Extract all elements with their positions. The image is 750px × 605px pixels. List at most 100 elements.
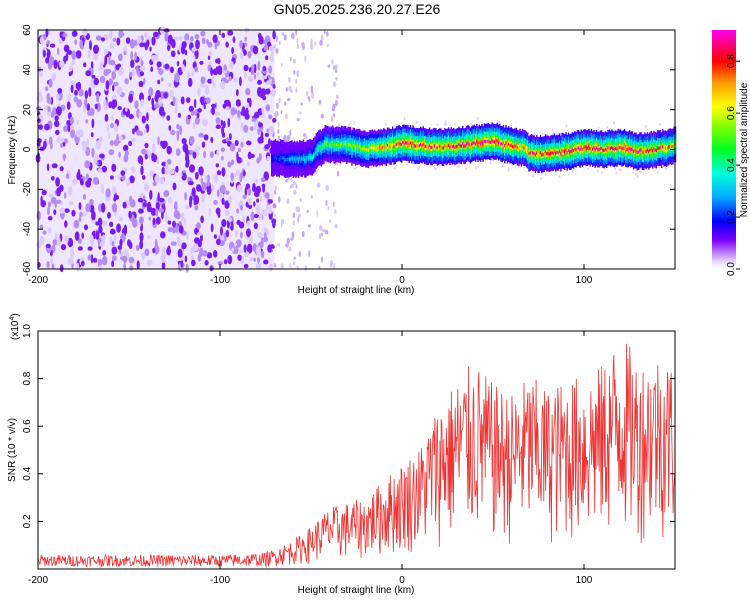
- noise-blob: [200, 177, 203, 185]
- noise-blob: [191, 69, 195, 77]
- noise-blob: [118, 32, 125, 37]
- noise-blob: [73, 96, 78, 103]
- sparse-noise-blob: [304, 55, 307, 62]
- track-halo-dot: [335, 162, 338, 166]
- track-halo-dot: [476, 117, 479, 120]
- noise-blob: [163, 92, 168, 99]
- noise-blob: [147, 95, 151, 101]
- noise-blob: [92, 257, 98, 263]
- track-cell: [320, 147, 322, 151]
- track-cell: [291, 156, 293, 160]
- noise-blob: [230, 107, 236, 116]
- noise-blob: [131, 69, 136, 77]
- noise-blob: [223, 259, 228, 265]
- noise-blob: [46, 49, 51, 59]
- noise-blob: [194, 171, 199, 180]
- noise-blob: [204, 174, 208, 184]
- track-cell: [527, 148, 529, 153]
- sparse-noise-blob: [298, 213, 302, 218]
- noise-blob: [52, 107, 57, 116]
- noise-blob: [174, 35, 179, 42]
- snr-frame: [37, 330, 676, 570]
- track-cell: [515, 144, 517, 148]
- noise-blob: [181, 64, 185, 73]
- track-cell: [585, 146, 587, 150]
- noise-blob: [115, 64, 120, 71]
- noise-blob: [108, 149, 115, 156]
- noise-blob: [101, 184, 105, 195]
- noise-blob: [194, 66, 199, 73]
- noise-blob: [107, 211, 111, 219]
- noise-blob: [108, 78, 113, 86]
- noise-blob: [199, 60, 204, 65]
- noise-blob: [272, 30, 276, 40]
- noise-blob: [272, 118, 277, 123]
- noise-blob: [89, 204, 95, 214]
- noise-blob: [128, 93, 134, 103]
- track-cell: [592, 147, 594, 151]
- noise-blob: [265, 55, 269, 60]
- noise-blob: [95, 35, 102, 41]
- noise-blob: [74, 89, 78, 96]
- noise-blob: [259, 213, 263, 221]
- noise-blob: [213, 199, 218, 205]
- noise-blob: [129, 175, 135, 184]
- noise-blob: [146, 201, 152, 212]
- noise-blob: [216, 189, 220, 197]
- track-cell: [344, 142, 347, 146]
- noise-blob: [139, 66, 146, 71]
- track-cell: [506, 144, 509, 148]
- sparse-noise-blob: [331, 116, 333, 123]
- noise-blob: [258, 35, 264, 45]
- noise-blob: [246, 229, 251, 238]
- noise-blob: [200, 76, 206, 84]
- noise-blob: [129, 199, 136, 208]
- track-cell: [497, 140, 500, 145]
- track-cell: [409, 141, 412, 145]
- snr-multiplier-close: ): [10, 313, 21, 316]
- track-cell: [474, 142, 477, 146]
- track-cell: [316, 148, 319, 152]
- track-cell: [529, 151, 531, 155]
- track-cell: [588, 145, 590, 149]
- noise-blob: [217, 65, 223, 75]
- noise-blob: [160, 77, 164, 82]
- noise-blob: [244, 71, 247, 79]
- noise-blob: [139, 71, 145, 76]
- noise-blob: [93, 44, 99, 54]
- track-cell: [306, 156, 308, 160]
- noise-blob: [63, 192, 67, 199]
- track-cell: [386, 143, 389, 147]
- noise-blob: [56, 199, 62, 204]
- track-cell: [342, 142, 344, 146]
- noise-blob: [42, 230, 47, 235]
- noise-blob: [82, 193, 87, 200]
- sparse-noise-blob: [284, 113, 288, 120]
- track-cell: [547, 151, 549, 156]
- track-cell: [523, 146, 525, 150]
- snr-x-tick-label: 100: [576, 575, 593, 586]
- noise-blob: [77, 246, 83, 251]
- noise-blob: [236, 208, 240, 214]
- noise-blob: [85, 180, 92, 188]
- noise-blob: [144, 142, 149, 149]
- colorbar-tick-label: 0.0: [726, 262, 737, 276]
- track-cell: [394, 144, 396, 148]
- spectrogram-y-axis-label: Frequency (Hz): [7, 116, 18, 185]
- noise-blob: [177, 248, 183, 258]
- noise-blob: [207, 55, 211, 60]
- track-cell: [292, 158, 294, 162]
- noise-blob: [98, 65, 104, 71]
- track-cell: [603, 148, 605, 152]
- noise-blob: [169, 169, 175, 175]
- noise-blob: [176, 123, 180, 130]
- track-cell: [385, 146, 387, 150]
- track-cell: [537, 153, 539, 157]
- track-cell: [500, 142, 502, 146]
- noise-blob: [198, 132, 204, 138]
- track-cell: [404, 141, 407, 145]
- noise-blob: [184, 149, 190, 156]
- track-cell: [455, 145, 458, 149]
- track-cell: [574, 147, 576, 151]
- track-cell: [293, 157, 296, 161]
